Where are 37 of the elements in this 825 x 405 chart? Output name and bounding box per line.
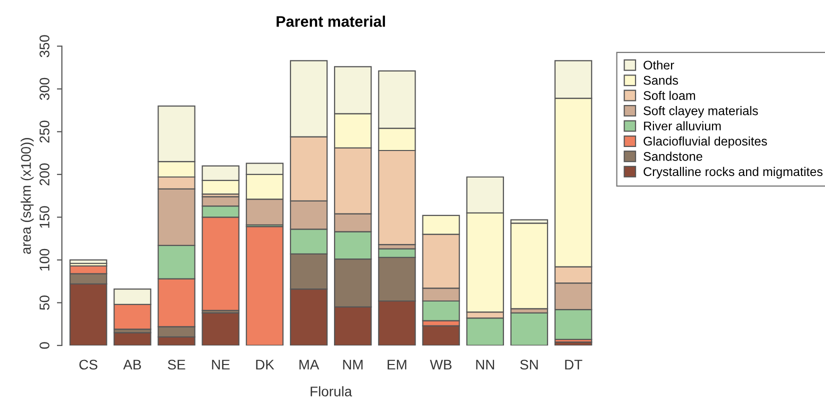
y-tick-label: 50 (40, 296, 50, 310)
y-tick-label: 200 (40, 163, 50, 186)
y-tick-label: 100 (40, 248, 50, 270)
y-tick-label: 250 (40, 120, 50, 143)
bar (422, 325, 460, 346)
legend-label: River alluvium (644, 121, 721, 130)
y-tick-label: 300 (40, 78, 50, 100)
legend-label: Other (644, 60, 674, 70)
legend-label: Glaciofluvial deposites (644, 136, 767, 148)
y-tick-label: 150 (40, 206, 50, 228)
y-tick-label: 0 (40, 342, 50, 349)
bar (69, 259, 108, 264)
x-tick-label: WB (430, 360, 452, 370)
x-tick-label: NN (476, 360, 494, 370)
x-tick-label: DT (565, 360, 582, 370)
legend-label: Crystalline rocks and migmatites (644, 166, 822, 179)
x-tick-label: SN (520, 360, 538, 370)
x-tick-label: NE (212, 360, 230, 370)
legend-label: Soft loam (644, 90, 696, 100)
x-tick-label: AB (123, 360, 141, 370)
x-axis-title: Florula (310, 386, 352, 396)
bar (510, 222, 548, 310)
chart-title: Parent material (276, 16, 385, 27)
bar (202, 312, 240, 346)
y-axis-title: area (sqkm (x100)) (20, 138, 34, 254)
y-tick-label: 350 (40, 35, 50, 58)
bar (510, 312, 548, 346)
x-tick-label: NM (343, 360, 363, 370)
x-tick-label: CS (79, 360, 98, 370)
x-tick-label: DK (256, 360, 274, 370)
legend-label: Sandstone (644, 152, 702, 161)
legend-label: Soft clayey materials (644, 106, 758, 118)
x-tick-label: EM (388, 360, 406, 370)
x-tick-label: SE (168, 360, 186, 370)
legend-label: Sands (644, 76, 678, 85)
bar (114, 332, 152, 346)
x-tick-label: MA (300, 360, 320, 370)
